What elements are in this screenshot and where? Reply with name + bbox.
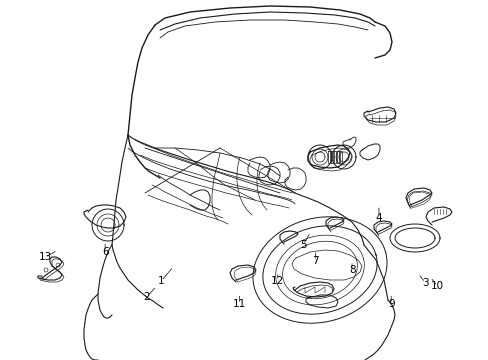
Text: 4: 4 [375, 213, 382, 223]
Text: 6: 6 [102, 247, 108, 257]
Text: 5: 5 [299, 240, 306, 250]
Text: 1: 1 [158, 276, 164, 286]
Text: 10: 10 [430, 281, 443, 291]
Text: 2: 2 [143, 292, 150, 302]
Text: 8: 8 [348, 265, 355, 275]
Text: 9: 9 [387, 299, 394, 309]
Text: 7: 7 [311, 256, 318, 266]
Text: 3: 3 [421, 278, 428, 288]
Text: 11: 11 [232, 299, 246, 309]
Text: 12: 12 [270, 276, 284, 286]
Text: 13: 13 [38, 252, 52, 262]
